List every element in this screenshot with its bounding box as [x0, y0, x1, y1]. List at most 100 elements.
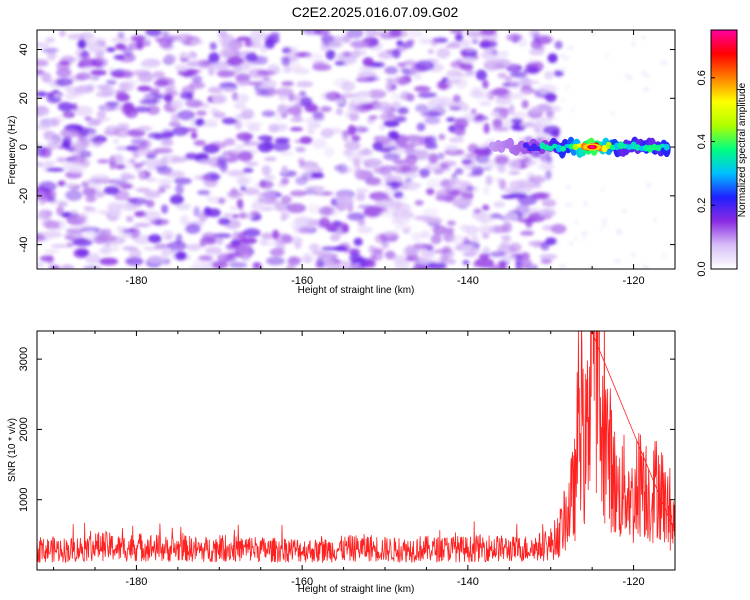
spectrogram-cell — [335, 108, 343, 116]
spectrogram-cell — [83, 230, 98, 241]
spectrogram-cell — [459, 39, 471, 48]
spectrogram-cell — [484, 47, 497, 55]
spectrogram-cell — [541, 199, 557, 208]
spectrogram-cell — [509, 63, 519, 71]
spectrogram-cell — [37, 145, 46, 156]
spectrogram-cell — [538, 84, 558, 94]
spectrogram-cell — [104, 242, 112, 247]
spectrogram-cell — [199, 240, 207, 247]
spectrogram-cell — [601, 222, 607, 227]
spectrogram-cell — [146, 150, 160, 156]
spectrogram-cell — [531, 193, 549, 200]
spectrogram-cell — [438, 133, 446, 141]
spectrogram-cell — [266, 256, 285, 266]
spectrogram-cell — [506, 33, 523, 42]
spectrogram-cell — [203, 178, 219, 188]
spectrogram-cell — [85, 195, 97, 203]
spectrogram-cell — [482, 204, 490, 211]
spectrogram-cell — [76, 249, 89, 256]
spectrogram-cell — [320, 44, 331, 52]
spectrogram-cell — [479, 41, 498, 49]
spectrogram-cell — [124, 47, 133, 58]
spectrogram-cell — [228, 193, 240, 200]
spectrogram-cell — [426, 178, 443, 189]
spectrogram-cell — [105, 79, 117, 86]
spectrogram-panel: -180 -160 -140 -120 -40 -20 0 20 40 Height of s… — [7, 29, 676, 296]
spectrogram-cell — [66, 242, 74, 248]
spectrogram-cell — [433, 168, 444, 175]
spectrogram-cell — [59, 60, 70, 66]
spectrogram-cell — [289, 117, 305, 123]
spectrogram-cell — [154, 243, 170, 250]
spectrogram-cell — [143, 190, 162, 199]
spectrogram-cell — [405, 154, 418, 165]
spectrogram-cell — [394, 202, 412, 213]
spectrogram-cell — [454, 117, 469, 129]
spectrogram-cell — [304, 52, 324, 61]
spectrogram-cell — [158, 39, 172, 49]
spectrogram-cell — [373, 101, 392, 111]
spectrogram-cell — [232, 231, 241, 242]
spectrogram-cell — [241, 237, 258, 244]
spectrogram-cell — [228, 205, 238, 211]
spectrogram-cell — [197, 189, 211, 196]
spectrogram-cell — [544, 70, 554, 80]
spectrogram-cell — [540, 258, 552, 264]
spectrogram-cell — [207, 86, 224, 94]
spectrogram-signal-band — [488, 136, 671, 159]
spectrogram-cell — [662, 253, 667, 257]
spectrogram-cell — [362, 158, 383, 167]
spectrogram-cell — [509, 71, 528, 78]
spectrogram-cell — [538, 208, 556, 218]
spectrogram-cell — [57, 114, 65, 123]
snr-panel: -180 -160 -140 -120 1000 2000 3000 Height of … — [7, 330, 676, 595]
spectrogram-cell — [306, 104, 319, 113]
spectrogram-cell — [414, 199, 424, 206]
spectrogram-cell — [320, 106, 332, 113]
spectrogram-cell — [129, 158, 136, 164]
spectrogram-cell — [139, 149, 146, 156]
spectrogram-cell — [368, 245, 377, 254]
spectrogram-cell — [262, 241, 279, 246]
spectrogram-cell — [478, 225, 495, 235]
spectrogram-cell — [547, 53, 558, 63]
spectrogram-cell — [56, 157, 68, 163]
spectrogram-cell — [350, 258, 366, 264]
spectrogram-cell — [529, 106, 542, 115]
spectrogram-cell — [402, 69, 417, 76]
spectrogram-cell — [212, 260, 229, 269]
spectrogram-cell — [341, 81, 356, 92]
spectrogram-cell — [175, 65, 189, 72]
spectrogram-y-tick-label: 20 — [18, 92, 30, 104]
spectrogram-cell — [264, 138, 273, 149]
spectrogram-cell — [317, 190, 324, 196]
spectrogram-cell — [474, 258, 494, 268]
spectrogram-cell — [237, 150, 253, 162]
spectrogram-cell — [610, 111, 615, 115]
spectrogram-cell — [117, 31, 125, 39]
spectrogram-cell — [155, 166, 167, 171]
spectrogram-cell — [303, 252, 312, 261]
spectrogram-cell — [550, 130, 560, 138]
spectrogram-cell — [123, 246, 137, 251]
spectrogram-x-label: Height of straight line (km) — [298, 285, 415, 296]
spectrogram-cell — [342, 51, 352, 58]
spectrogram-cell — [645, 73, 650, 79]
spectrogram-cell — [175, 203, 191, 211]
spectrogram-cell — [483, 166, 492, 171]
spectrogram-cell — [275, 242, 286, 251]
spectrogram-cell — [351, 49, 361, 58]
spectrogram-cell — [476, 212, 495, 223]
spectrogram-cell — [47, 197, 57, 203]
spectrogram-cell — [264, 40, 275, 49]
spectrogram-cell — [168, 83, 176, 93]
snr-series-line — [37, 331, 675, 564]
spectrogram-cell — [196, 110, 207, 116]
spectrogram-cell — [324, 146, 335, 158]
spectrogram-cell — [407, 38, 415, 45]
spectrogram-cell — [455, 33, 464, 42]
snr-frame — [36, 330, 676, 571]
spectrogram-cell — [566, 185, 571, 190]
spectrogram-cell — [261, 165, 272, 176]
spectrogram-cell — [182, 127, 198, 132]
